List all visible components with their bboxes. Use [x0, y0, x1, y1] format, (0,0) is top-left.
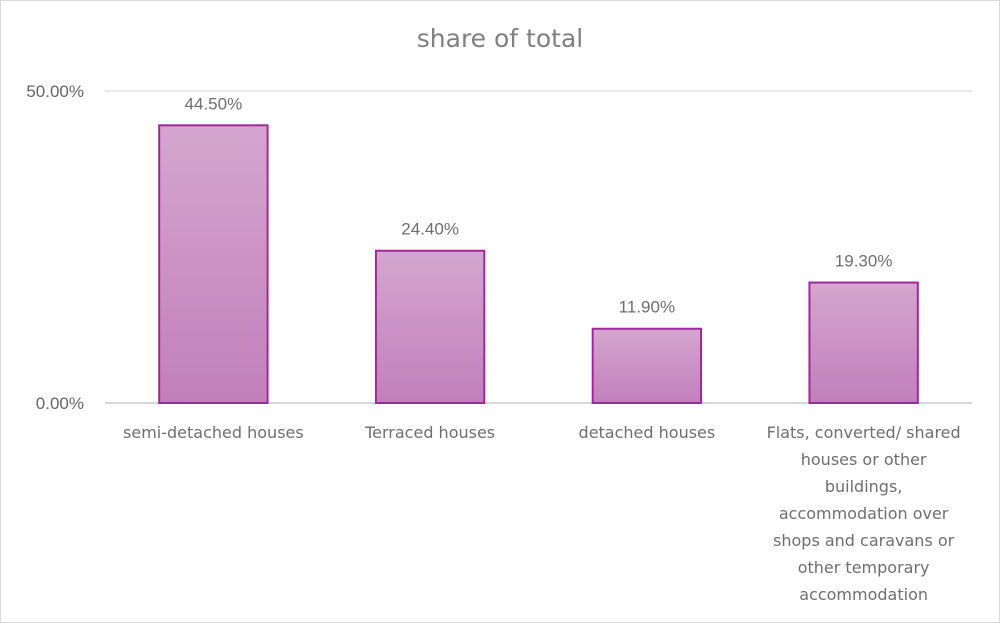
data-label: 24.40% [401, 220, 459, 239]
data-label: 19.30% [835, 252, 893, 271]
data-label: 11.90% [619, 298, 675, 317]
x-category-label: Terraced houses [364, 423, 495, 442]
bar [808, 281, 919, 404]
x-category-label: detached houses [579, 423, 716, 442]
chart-title: share of total [416, 24, 584, 53]
data-label: 44.50% [185, 94, 243, 113]
bar [158, 124, 269, 404]
x-category-label: Flats, converted/ shared houses or other b… [767, 423, 961, 604]
y-tick-label: 0.00% [36, 394, 84, 413]
bar [374, 249, 486, 404]
x-category-label: semi-detached houses [123, 423, 304, 442]
y-tick-label: 50.00% [26, 82, 84, 101]
bar [591, 327, 703, 404]
